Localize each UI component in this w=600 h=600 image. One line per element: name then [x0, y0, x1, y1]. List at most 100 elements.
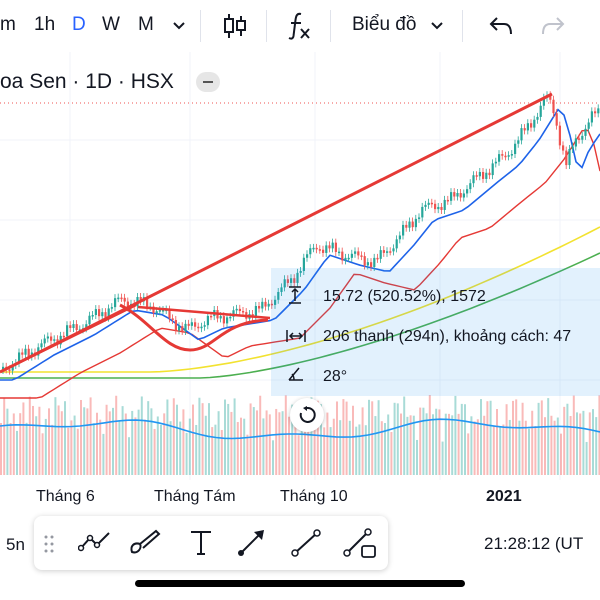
candle-body	[206, 315, 209, 326]
collapse-legend-button[interactable]	[196, 72, 220, 92]
candle-body	[178, 326, 181, 331]
candle-body	[254, 305, 257, 317]
interval-1h[interactable]: 1h	[34, 14, 56, 35]
candle-body	[328, 245, 331, 249]
volume-bar	[419, 407, 422, 475]
candle-body	[523, 128, 526, 131]
candle-body	[414, 218, 417, 228]
volume-bar	[569, 415, 572, 475]
text-tool-icon[interactable]	[188, 528, 214, 556]
volume-bar	[518, 420, 521, 475]
brush-tool-icon[interactable]	[128, 528, 162, 556]
pattern-tool-icon[interactable]	[78, 530, 112, 554]
volume-bar	[310, 397, 313, 475]
volume-bar	[160, 424, 162, 475]
candle-body	[472, 175, 475, 184]
candle-body	[514, 143, 517, 155]
measure-price: 15.72 (520.52%), 1572	[323, 288, 486, 305]
measure-angle: 28°	[323, 368, 348, 385]
candle-body	[568, 149, 571, 166]
volume-bar	[195, 424, 198, 475]
interval-minutes[interactable]: m	[0, 14, 16, 35]
volume-bar	[537, 402, 540, 475]
volume-bar	[92, 423, 95, 475]
interval-month[interactable]: M	[138, 14, 154, 35]
volume-bar	[470, 416, 473, 475]
volume-bar	[16, 430, 18, 475]
volume-bars	[0, 395, 600, 475]
candle-body	[296, 272, 299, 283]
candle-body	[594, 111, 597, 114]
volume-bar	[595, 417, 598, 475]
volume-bar	[598, 395, 600, 475]
arrow-tool-icon[interactable]	[236, 528, 268, 558]
more-tools-icon[interactable]	[342, 526, 378, 560]
drag-handle-icon[interactable]	[44, 534, 54, 554]
volume-bar	[483, 415, 486, 475]
divider	[266, 10, 267, 42]
price-chart[interactable]	[0, 52, 600, 500]
undo-icon[interactable]	[488, 14, 514, 38]
date-range-button[interactable]: 5n	[6, 535, 25, 554]
candle-body	[110, 307, 113, 309]
candle-body	[325, 245, 328, 253]
drawing-toolbox	[34, 516, 388, 570]
volume-bar	[169, 421, 172, 475]
candle-body	[40, 343, 43, 348]
candle-body	[571, 146, 574, 150]
fx-icon[interactable]	[286, 10, 314, 42]
volume-bar	[387, 414, 390, 475]
candle-body	[283, 279, 286, 288]
candlestick-icon[interactable]	[222, 12, 248, 40]
volume-bar	[128, 437, 130, 475]
candle-body	[94, 309, 97, 316]
chevron-down-icon[interactable]	[430, 20, 444, 32]
volume-bar	[492, 426, 495, 475]
candle-body	[46, 336, 49, 339]
volume-bar	[480, 399, 482, 475]
symbol-legend[interactable]: oa Sen · 1D · HSX	[0, 70, 174, 93]
reset-chart-button[interactable]	[290, 398, 324, 432]
volume-bar	[550, 415, 553, 475]
candle-body	[302, 257, 305, 272]
candle-body	[466, 189, 469, 194]
volume-bar	[403, 396, 406, 475]
volume-bar	[368, 399, 370, 475]
volume-bar	[566, 403, 569, 475]
candle-body	[558, 125, 561, 146]
volume-bar	[540, 400, 543, 475]
candle-body	[264, 301, 267, 307]
interval-week[interactable]: W	[102, 14, 120, 35]
interval-day[interactable]: D	[72, 14, 86, 35]
volume-bar	[416, 439, 418, 475]
candle-body	[270, 303, 273, 306]
volume-bar	[377, 400, 380, 475]
volume-bar	[99, 419, 102, 475]
redo-icon[interactable]	[540, 14, 566, 38]
candle-body	[286, 279, 289, 283]
volume-bar	[121, 406, 124, 475]
volume-bar	[278, 412, 281, 475]
volume-bar	[313, 417, 316, 475]
candle-body	[533, 119, 536, 128]
candle-body	[104, 312, 107, 318]
candle-body	[520, 128, 523, 141]
candle-body	[462, 193, 465, 198]
candle-body	[498, 154, 501, 162]
candle-body	[222, 316, 225, 324]
chevron-down-icon[interactable]	[172, 20, 186, 32]
divider	[330, 10, 331, 42]
trendline-drawing	[0, 92, 553, 374]
candle-body	[8, 369, 11, 371]
price-range-icon	[289, 286, 301, 304]
candle-body	[171, 318, 174, 320]
time-axis: Tháng 6 Tháng Tám Tháng 10 2021	[0, 470, 600, 510]
volume-bar	[70, 420, 73, 475]
volume-bar	[572, 395, 575, 475]
volume-bar	[412, 415, 415, 475]
chart-type-menu[interactable]: Biểu đồ	[352, 14, 417, 35]
volume-bar	[352, 405, 354, 475]
candle-body	[98, 309, 101, 317]
trendline-tool-icon[interactable]	[290, 528, 322, 558]
volume-bar	[435, 408, 438, 475]
